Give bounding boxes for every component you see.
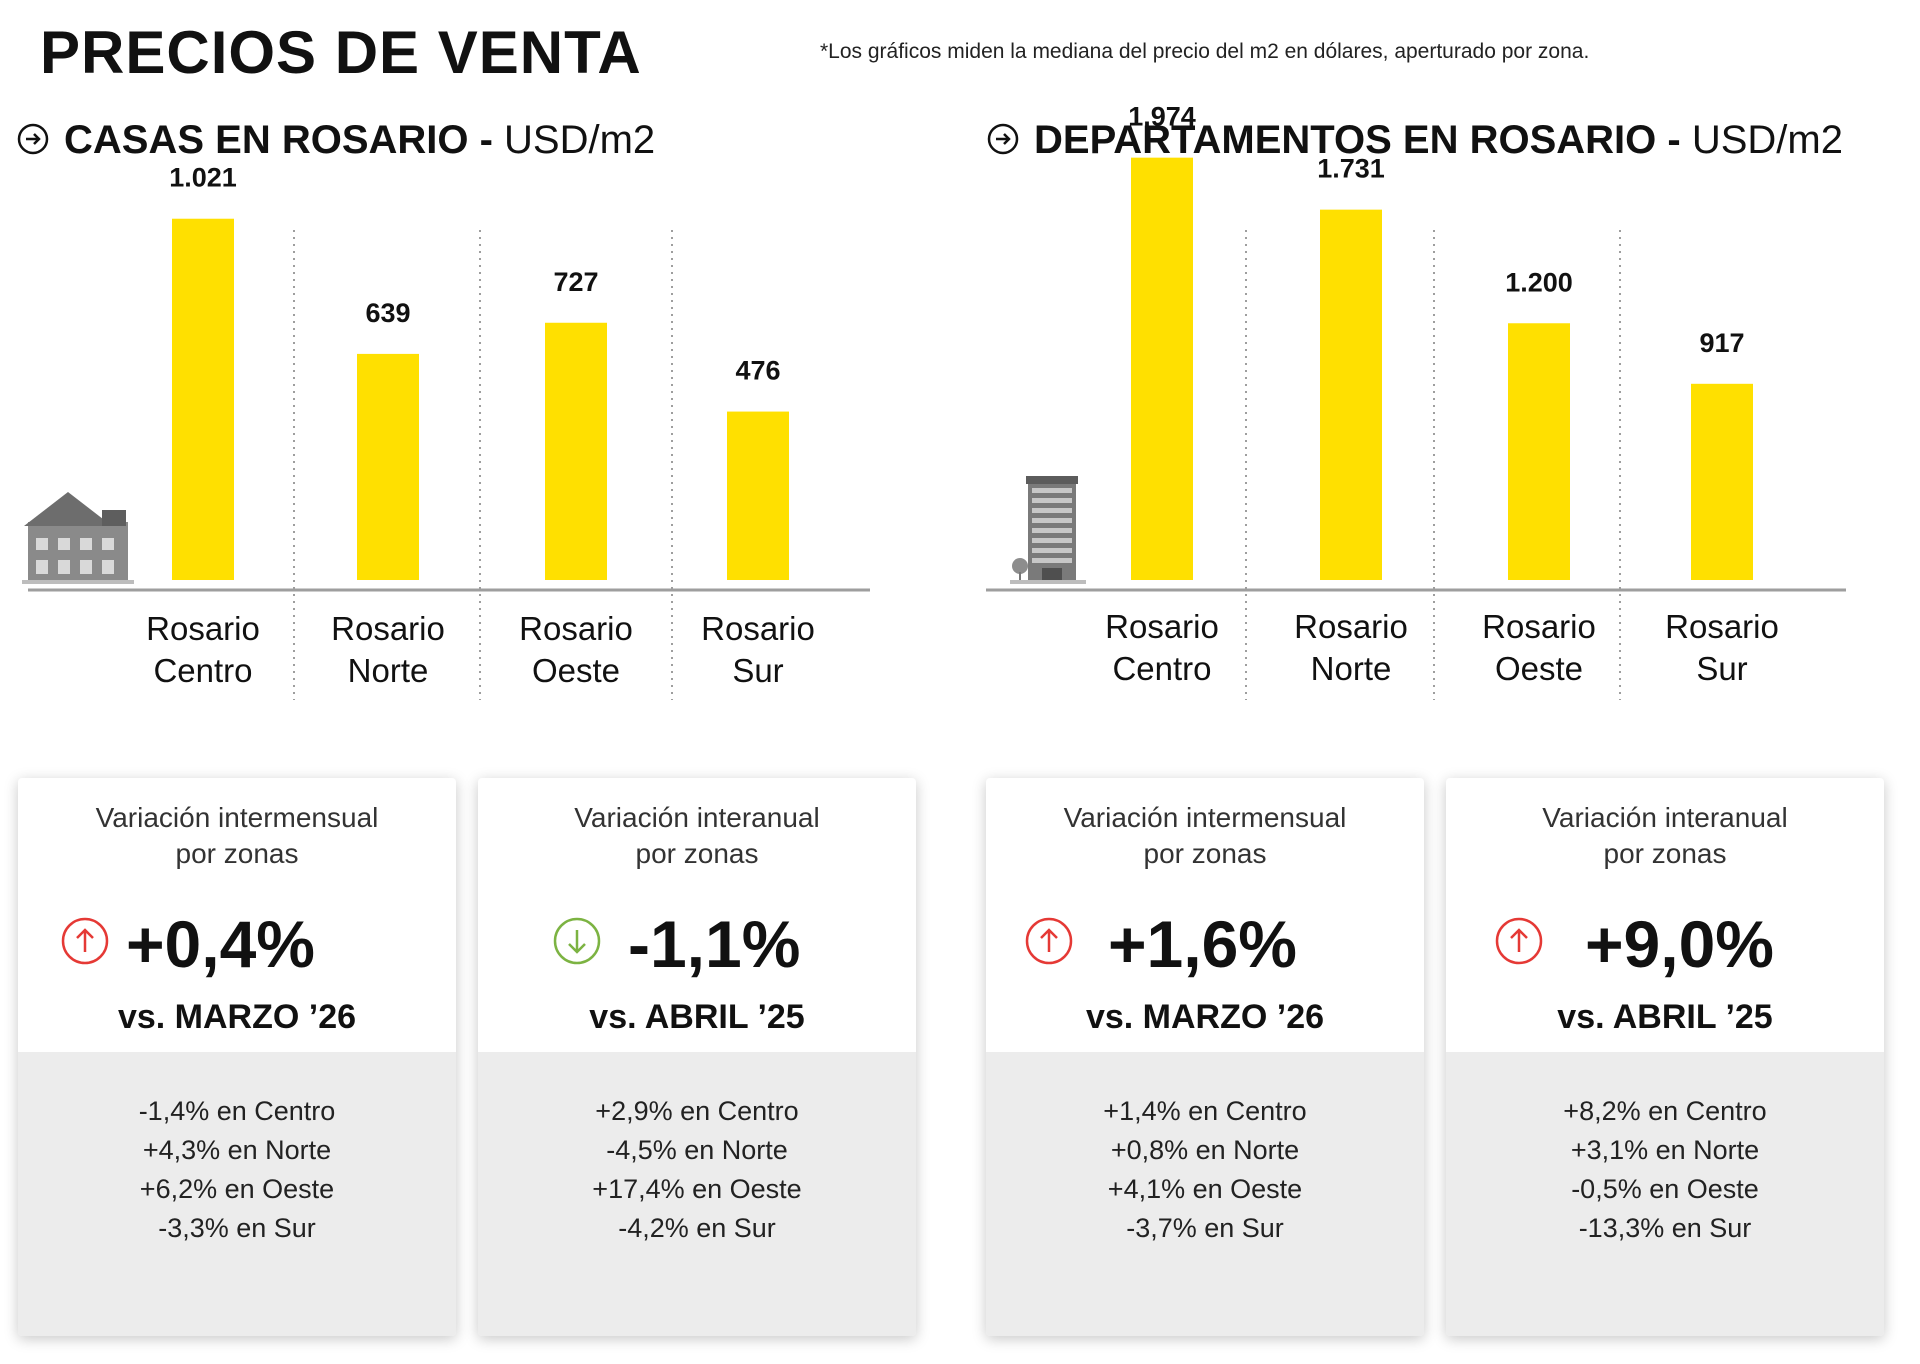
section-title-deptos: DEPARTAMENTOS EN ROSARIO - USD/m2 [986, 118, 1843, 163]
arrow-up-circle-icon [1025, 917, 1073, 965]
arrow-right-circle-icon [17, 124, 49, 155]
zone-variation-line: -3,3% en Sur [158, 1213, 316, 1243]
zone-variation-line: -4,5% en Norte [606, 1135, 788, 1165]
data-label: 639 [365, 298, 410, 328]
arrow-up-circle-icon [61, 917, 109, 965]
bar [1131, 157, 1193, 580]
data-label: 1.200 [1505, 267, 1573, 297]
card-heading: Variación intermensual por zonas [18, 800, 456, 872]
card-heading-line: por zonas [1603, 838, 1727, 869]
data-label: 727 [553, 267, 598, 297]
page-title: PRECIOS DE VENTA [40, 19, 642, 86]
card-heading-line: por zonas [1143, 838, 1267, 869]
zone-breakdown-panel: -1,4% en Centro +4,3% en Norte +6,2% en Oe… [18, 1052, 456, 1336]
variation-card: Variación interanual por zonas +9,0% vs. AB… [1446, 778, 1884, 1336]
section-unit: USD/m2 [504, 118, 656, 162]
section-title-casas: CASAS EN ROSARIO - USD/m2 [16, 118, 655, 163]
zone-variation-line: -1,4% en Centro [138, 1096, 336, 1126]
zone-variation-line: -13,3% en Sur [1578, 1213, 1752, 1243]
arrow-down-circle-icon [553, 917, 601, 965]
card-heading-line: Variación intermensual [95, 802, 379, 833]
section-title-text: DEPARTAMENTOS EN ROSARIO [1034, 118, 1657, 162]
variation-value: +1,6% [1108, 907, 1297, 981]
category-label: Rosario Sur [1665, 608, 1779, 687]
bar [1320, 209, 1382, 580]
data-label: 917 [1699, 328, 1744, 358]
category-label: Rosario Norte [1294, 608, 1408, 687]
zone-variation-line: -3,7% en Sur [1126, 1213, 1284, 1243]
comparison-period: vs. MARZO ’26 [1085, 998, 1325, 1036]
zone-variation-line: -4,2% en Sur [618, 1213, 776, 1243]
card-heading-line: Variación interanual [1542, 802, 1788, 833]
card-heading-line: Variación intermensual [1063, 802, 1347, 833]
bar [172, 218, 234, 580]
comparison-period: vs. ABRIL ’25 [589, 998, 805, 1036]
zone-variation-line: +3,1% en Norte [1570, 1135, 1760, 1165]
section-title-text: CASAS EN ROSARIO [64, 118, 469, 162]
bar [357, 353, 419, 580]
variation-value: +9,0% [1585, 907, 1774, 981]
arrow-right-circle-icon [987, 124, 1019, 155]
category-label: Rosario Centro [146, 610, 260, 689]
card-heading-line: Variación interanual [574, 802, 820, 833]
variation-card: Variación intermensual por zonas +0,4% vs. … [18, 778, 456, 1336]
section-title-separator: - [468, 118, 505, 162]
zone-breakdown-panel: +1,4% en Centro +0,8% en Norte +4,1% en Oe… [986, 1052, 1424, 1336]
card-heading: Variación intermensual por zonas [986, 800, 1424, 872]
card-heading-line: por zonas [635, 838, 759, 869]
comparison-period: vs. ABRIL ’25 [1557, 998, 1773, 1036]
chart-casas: 1.021 Rosario Centro 639 Rosario Norte 727 Rosa… [22, 163, 870, 700]
variation-value: -1,1% [628, 907, 801, 981]
zone-breakdown-panel: +8,2% en Centro +3,1% en Norte -0,5% en Oe… [1446, 1052, 1884, 1336]
building-icon [1010, 476, 1086, 584]
category-label: Rosario Oeste [1482, 608, 1596, 687]
bar [545, 322, 607, 580]
zone-variation-line: +1,4% en Centro [1103, 1096, 1307, 1126]
section-unit: USD/m2 [1691, 118, 1843, 162]
zone-variation-line: +17,4% en Oeste [592, 1174, 802, 1204]
data-label: 1.021 [169, 163, 237, 193]
data-label: 1.974 [1128, 102, 1196, 132]
comparison-period: vs. MARZO ’26 [117, 998, 357, 1036]
zone-variation-line: +6,2% en Oeste [139, 1174, 335, 1204]
section-title-separator: - [1656, 118, 1692, 162]
zone-variation-line: +4,3% en Norte [142, 1135, 332, 1165]
zone-variation-line: +2,9% en Centro [595, 1096, 799, 1126]
bar [1691, 383, 1753, 580]
card-heading-line: por zonas [175, 838, 299, 869]
bar [1508, 323, 1570, 580]
chart-departamentos: 1.974 Rosario Centro 1.731 Rosario Norte 1.200… [986, 102, 1846, 700]
card-heading: Variación interanual por zonas [1446, 800, 1884, 872]
card-heading: Variación interanual por zonas [478, 800, 916, 872]
zone-variation-line: +4,1% en Oeste [1107, 1174, 1303, 1204]
category-label: Rosario Centro [1105, 608, 1219, 687]
footnote: *Los gráficos miden la mediana del preci… [820, 40, 1590, 63]
data-label: 1.731 [1317, 154, 1385, 184]
house-icon [22, 492, 134, 584]
variation-card: Variación intermensual por zonas +1,6% vs. … [986, 778, 1424, 1336]
zone-breakdown-panel: +2,9% en Centro -4,5% en Norte +17,4% en O… [478, 1052, 916, 1336]
zone-variation-line: +8,2% en Centro [1563, 1096, 1767, 1126]
category-label: Rosario Oeste [519, 610, 633, 689]
arrow-up-circle-icon [1495, 917, 1543, 965]
zone-variation-line: +0,8% en Norte [1110, 1135, 1300, 1165]
variation-value: +0,4% [126, 907, 315, 981]
bar [727, 411, 789, 580]
zone-variation-line: -0,5% en Oeste [1571, 1174, 1759, 1204]
category-label: Rosario Norte [331, 610, 445, 689]
variation-card: Variación interanual por zonas -1,1% vs. AB… [478, 778, 916, 1336]
data-label: 476 [735, 356, 780, 386]
category-label: Rosario Sur [701, 610, 815, 689]
